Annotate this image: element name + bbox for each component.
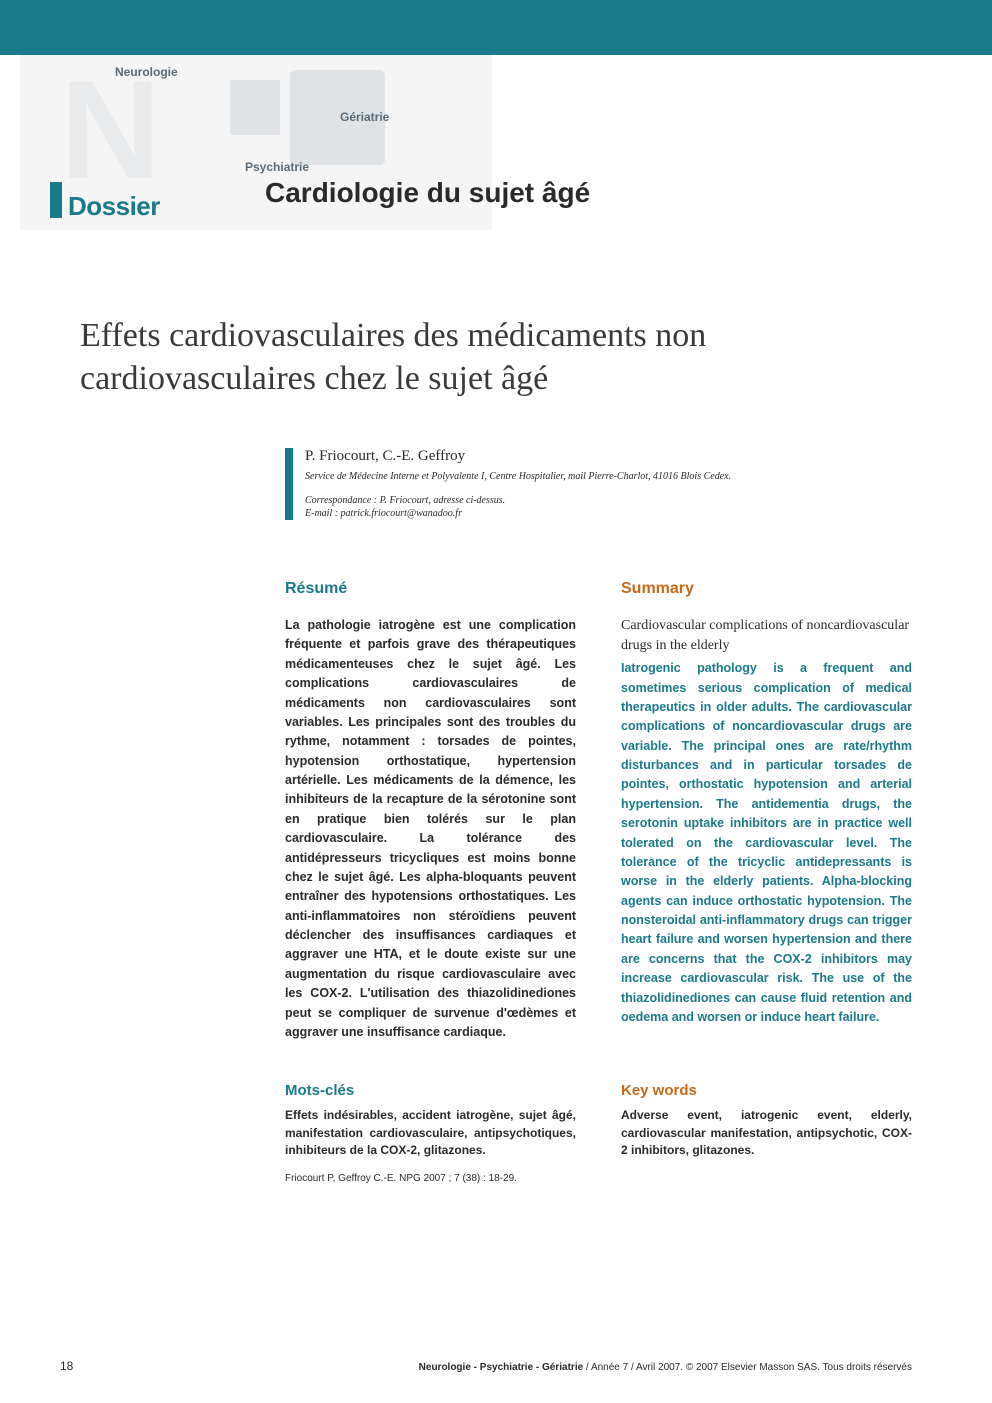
keywords-text: Adverse event, iatrogenic event, elderly… (621, 1107, 912, 1159)
citation: Friocourt P, Geffroy C.-E. NPG 2007 ; 7 … (285, 1173, 912, 1184)
resume-heading: Résumé (285, 580, 576, 598)
resume-column: Résumé La pathologie iatrogène est une c… (285, 580, 576, 1042)
footer-journal: Neurologie - Psychiatrie - Gériatrie (419, 1362, 584, 1373)
page-number: 18 (60, 1359, 73, 1373)
keywords-column: Key words Adverse event, iatrogenic even… (621, 1082, 912, 1159)
authors-names: P. Friocourt, C.-E. Geffroy (305, 448, 992, 465)
dossier-accent-bar (50, 182, 62, 218)
correspondence-line1: Correspondance : P. Friocourt, adresse c… (305, 495, 505, 506)
keywords-heading: Key words (621, 1082, 912, 1099)
footer-copyright: Neurologie - Psychiatrie - Gériatrie / A… (419, 1362, 912, 1373)
correspondence-line2: E-mail : patrick.friocourt@wanadoo.fr (305, 508, 462, 519)
summary-text: Iatrogenic pathology is a frequent and s… (621, 659, 912, 1027)
authors-accent-bar (285, 448, 293, 520)
label-neurologie: Neurologie (115, 65, 178, 79)
dossier-row: Dossier (68, 191, 160, 222)
resume-text: La pathologie iatrogène est une complica… (285, 616, 576, 1042)
motsclefs-text: Effets indésirables, accident iatrogène,… (285, 1107, 576, 1159)
label-psychiatrie: Psychiatrie (245, 160, 309, 174)
motsclefs-column: Mots-clés Effets indésirables, accident … (285, 1082, 576, 1159)
correspondence: Correspondance : P. Friocourt, adresse c… (305, 494, 992, 520)
motsclefs-heading: Mots-clés (285, 1082, 576, 1099)
footer: 18 Neurologie - Psychiatrie - Gériatrie … (0, 1359, 992, 1373)
summary-column: Summary Cardiovascular complications of … (621, 580, 912, 1042)
authors-block: P. Friocourt, C.-E. Geffroy Service de M… (285, 448, 992, 520)
dossier-label: Dossier (68, 191, 160, 222)
top-teal-bar (0, 0, 992, 55)
section-title: Cardiologie du sujet âgé (265, 177, 590, 209)
article-title: Effets cardiovasculaires des médicaments… (80, 315, 912, 400)
abstract-container: Résumé La pathologie iatrogène est une c… (285, 580, 912, 1042)
affiliation: Service de Médecine Interne et Polyvalen… (305, 471, 992, 482)
label-geriatrie: Gériatrie (340, 110, 389, 124)
keywords-container: Mots-clés Effets indésirables, accident … (285, 1082, 912, 1159)
summary-heading: Summary (621, 580, 912, 598)
summary-subtitle: Cardiovascular complications of noncardi… (621, 616, 912, 655)
footer-rest: / Année 7 / Avril 2007. © 2007 Elsevier … (583, 1362, 912, 1373)
